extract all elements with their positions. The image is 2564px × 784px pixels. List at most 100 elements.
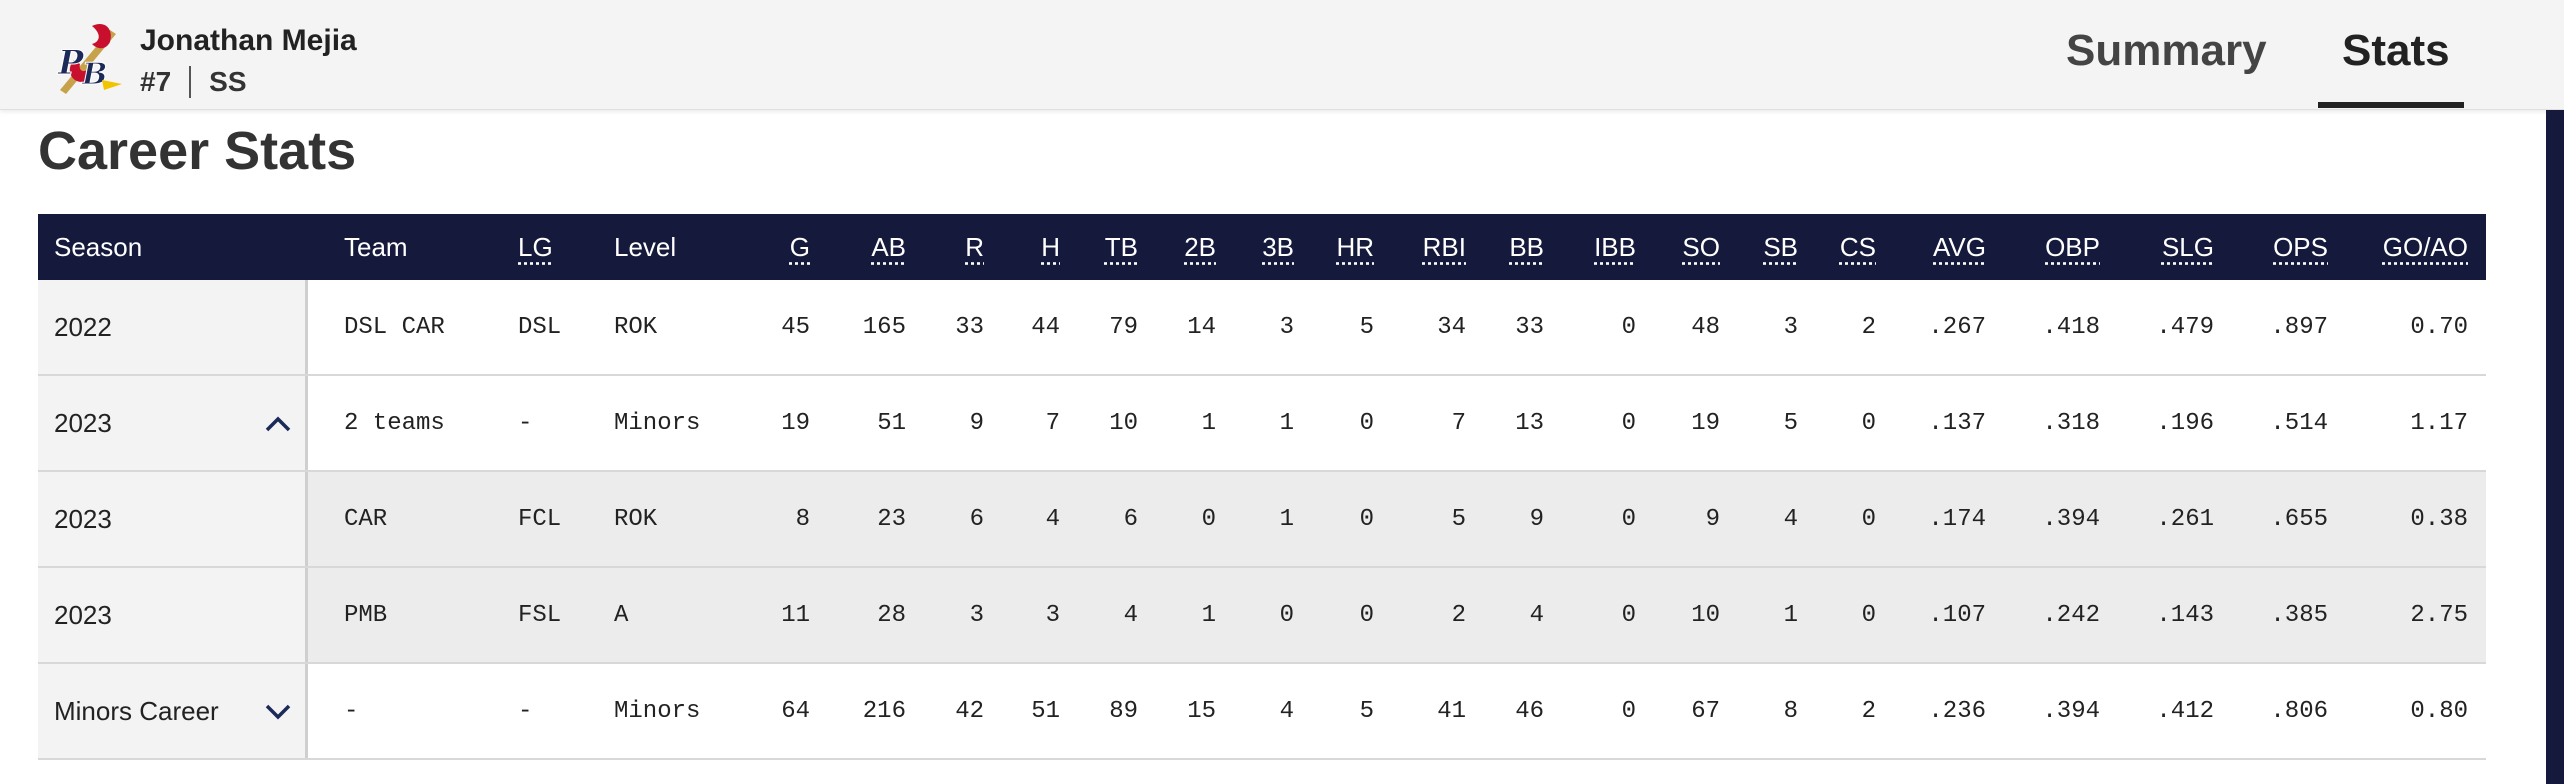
cell-sb: 3 xyxy=(1783,314,1798,341)
cell-sb: 1 xyxy=(1783,602,1798,629)
cell-ops: .385 xyxy=(2270,602,2328,629)
cell-rbi: 7 xyxy=(1451,410,1466,437)
cell-so: 48 xyxy=(1691,314,1720,341)
cell-ibb: 0 xyxy=(1621,602,1636,629)
cell-rbi: 2 xyxy=(1451,602,1466,629)
season-cell: 2022 xyxy=(38,280,308,374)
column-header-slg[interactable]: SLG xyxy=(2161,232,2214,262)
cell-3b: 3 xyxy=(1279,314,1294,341)
tab-stats[interactable]: Stats xyxy=(2342,26,2450,75)
cell-bb: 9 xyxy=(1529,506,1544,533)
svg-text:B: B xyxy=(81,57,107,92)
cell-slg: .261 xyxy=(2156,506,2214,533)
season-cell[interactable]: 2023 xyxy=(38,376,308,470)
column-header-2b[interactable]: 2B xyxy=(1184,232,1216,262)
cell-go-ao: 0.80 xyxy=(2410,698,2468,725)
cell-2b: 15 xyxy=(1187,698,1216,725)
season-cell: 2023 xyxy=(38,568,308,662)
table-header: Season Team LG Level G AB R H TB 2B 3B HR RBI BB IBB SO… xyxy=(38,214,2486,280)
cell-3b: 0 xyxy=(1279,602,1294,629)
cell-ibb: 0 xyxy=(1621,314,1636,341)
player-position: SS xyxy=(209,66,247,97)
season-label: Minors Career xyxy=(54,696,219,726)
column-header-g[interactable]: G xyxy=(789,232,810,262)
cell-obp: .394 xyxy=(2042,506,2100,533)
meta-divider xyxy=(189,66,192,98)
cell-avg: .137 xyxy=(1928,410,1986,437)
cell-cs: 0 xyxy=(1861,410,1876,437)
player-header: P B Jonathan Mejia #7 SS Summary Stats xyxy=(0,0,2564,110)
section-title: Career Stats xyxy=(38,121,357,181)
cell-cs: 0 xyxy=(1861,506,1876,533)
cell-3b: 1 xyxy=(1279,410,1294,437)
column-header-bb[interactable]: BB xyxy=(1509,232,1544,262)
career-stats-table: Season Team LG Level G AB R H TB 2B 3B HR RBI BB IBB SO… xyxy=(38,214,2486,760)
cell-sb: 4 xyxy=(1783,506,1798,533)
cell-r: 3 xyxy=(969,602,984,629)
cell-slg: .196 xyxy=(2156,410,2214,437)
cell-ops: .897 xyxy=(2270,314,2328,341)
cell-rbi: 5 xyxy=(1451,506,1466,533)
team-logo-icon: P B xyxy=(57,23,122,94)
column-header-3b[interactable]: 3B xyxy=(1262,232,1294,262)
cell-tb: 10 xyxy=(1109,410,1138,437)
cell-so: 19 xyxy=(1691,410,1720,437)
column-header-sb[interactable]: SB xyxy=(1763,232,1798,262)
cell-h: 7 xyxy=(1045,410,1060,437)
cell-cs: 2 xyxy=(1861,698,1876,725)
cell-team: PMB xyxy=(344,602,388,629)
cell-go-ao: 0.70 xyxy=(2410,314,2468,341)
cell-hr: 5 xyxy=(1359,314,1374,341)
column-header-team: Team xyxy=(344,232,408,262)
cell-hr: 0 xyxy=(1359,506,1374,533)
cell-team: - xyxy=(344,698,359,725)
cell-ops: .806 xyxy=(2270,698,2328,725)
cell-so: 9 xyxy=(1705,506,1720,533)
table-row: 2023 PMB FSL A 11 28 3 3 4 1 0 0 2 4 0 10 1 0.107.242.143… xyxy=(38,568,2486,664)
cell-r: 42 xyxy=(955,698,984,725)
cell-g: 19 xyxy=(781,410,810,437)
cell-avg: .236 xyxy=(1928,698,1986,725)
column-header-so[interactable]: SO xyxy=(1682,232,1720,262)
cell-ibb: 0 xyxy=(1621,698,1636,725)
cell-ab: 51 xyxy=(877,410,906,437)
tab-summary[interactable]: Summary xyxy=(2066,26,2267,75)
cell-go-ao: 2.75 xyxy=(2410,602,2468,629)
cell-slg: .479 xyxy=(2156,314,2214,341)
cell-go-ao: 1.17 xyxy=(2410,410,2468,437)
cell-lg: - xyxy=(518,698,533,725)
season-label: 2023 xyxy=(54,504,112,534)
column-header-ops[interactable]: OPS xyxy=(2273,232,2328,262)
cell-avg: .267 xyxy=(1928,314,1986,341)
cell-bb: 33 xyxy=(1515,314,1544,341)
column-header-ibb[interactable]: IBB xyxy=(1594,232,1636,262)
scrollbar-track[interactable] xyxy=(2546,110,2564,784)
cell-g: 11 xyxy=(781,602,810,629)
cell-sb: 8 xyxy=(1783,698,1798,725)
cell-ops: .514 xyxy=(2270,410,2328,437)
column-header-rbi[interactable]: RBI xyxy=(1422,232,1466,262)
cell-tb: 6 xyxy=(1123,506,1138,533)
column-header-go-ao[interactable]: GO/AO xyxy=(2382,232,2468,262)
column-header-ab[interactable]: AB xyxy=(871,232,906,262)
column-header-r[interactable]: R xyxy=(965,232,984,262)
column-header-lg[interactable]: LG xyxy=(518,232,553,262)
cell-slg: .412 xyxy=(2156,698,2214,725)
season-cell[interactable]: Minors Career xyxy=(38,664,308,758)
chevron-down-icon[interactable] xyxy=(264,702,292,722)
column-header-tb[interactable]: TB xyxy=(1104,232,1138,262)
column-header-avg[interactable]: AVG xyxy=(1933,232,1986,262)
chevron-up-icon[interactable] xyxy=(264,414,292,434)
table-row: 2023 CAR FCL ROK 8 23 6 4 6 0 1 0 5 9 0 9 4 0 .174 .394 .261… xyxy=(38,472,2486,568)
cell-lg: DSL xyxy=(518,314,562,341)
season-label: 2022 xyxy=(54,312,112,342)
cell-level: ROK xyxy=(614,314,658,341)
column-header-hr[interactable]: HR xyxy=(1336,232,1374,262)
cell-ab: 28 xyxy=(877,602,906,629)
cell-ab: 165 xyxy=(862,314,906,341)
cell-2b: 1 xyxy=(1201,410,1216,437)
column-header-h[interactable]: H xyxy=(1041,232,1060,262)
column-header-cs[interactable]: CS xyxy=(1839,232,1876,262)
cell-tb: 4 xyxy=(1123,602,1138,629)
column-header-obp[interactable]: OBP xyxy=(2045,232,2100,262)
